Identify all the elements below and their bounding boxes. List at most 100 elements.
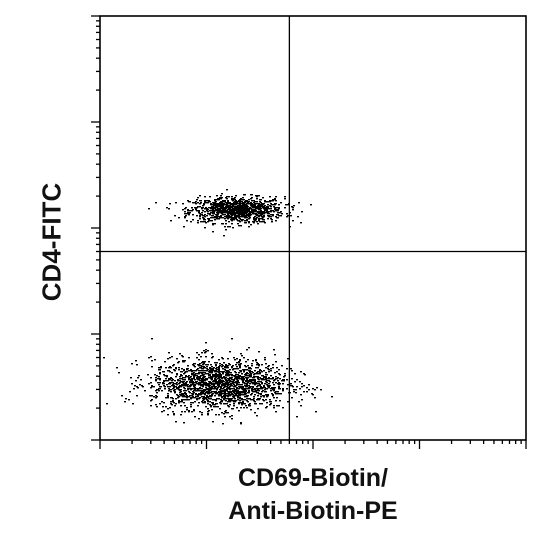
data-point bbox=[291, 370, 293, 372]
data-point bbox=[243, 407, 245, 409]
data-point bbox=[211, 220, 213, 222]
data-point bbox=[269, 378, 271, 380]
data-point bbox=[237, 213, 239, 215]
data-point bbox=[254, 412, 256, 414]
data-point bbox=[192, 219, 194, 221]
data-point bbox=[278, 207, 280, 209]
data-point bbox=[297, 216, 299, 218]
data-point bbox=[177, 380, 179, 382]
data-point bbox=[246, 201, 248, 203]
data-point bbox=[241, 387, 243, 389]
data-point bbox=[161, 401, 163, 403]
data-point bbox=[308, 384, 310, 386]
data-point bbox=[225, 395, 227, 397]
data-point bbox=[275, 210, 277, 212]
data-point bbox=[223, 201, 225, 203]
data-point bbox=[191, 395, 193, 397]
data-point bbox=[155, 377, 157, 379]
data-point bbox=[249, 383, 251, 385]
data-point bbox=[124, 401, 126, 403]
data-point bbox=[278, 384, 280, 386]
data-point bbox=[172, 382, 174, 384]
data-point bbox=[205, 370, 207, 372]
data-point bbox=[232, 394, 234, 396]
data-point bbox=[238, 382, 240, 384]
data-point bbox=[262, 217, 264, 219]
data-point bbox=[212, 215, 214, 217]
data-point bbox=[205, 200, 207, 202]
data-point bbox=[255, 195, 257, 197]
data-point bbox=[202, 392, 204, 394]
data-point bbox=[188, 391, 190, 393]
data-point bbox=[253, 221, 255, 223]
data-point bbox=[228, 406, 230, 408]
data-point bbox=[264, 208, 266, 210]
data-point bbox=[213, 380, 215, 382]
data-point bbox=[261, 391, 263, 393]
data-point bbox=[215, 210, 217, 212]
data-point bbox=[155, 379, 157, 381]
data-point bbox=[192, 397, 194, 399]
data-point bbox=[217, 375, 219, 377]
data-point bbox=[165, 406, 167, 408]
data-point bbox=[234, 386, 236, 388]
data-point bbox=[198, 398, 200, 400]
data-point bbox=[167, 414, 169, 416]
data-point bbox=[251, 390, 253, 392]
data-point bbox=[224, 394, 226, 396]
data-point bbox=[244, 215, 246, 217]
data-point bbox=[260, 212, 262, 214]
data-point bbox=[237, 216, 239, 218]
data-point bbox=[187, 212, 189, 214]
data-point bbox=[264, 209, 266, 211]
data-point bbox=[240, 209, 242, 211]
data-point bbox=[241, 213, 243, 215]
data-point bbox=[186, 396, 188, 398]
data-point bbox=[228, 211, 230, 213]
data-point bbox=[252, 213, 254, 215]
data-point bbox=[237, 397, 239, 399]
data-point bbox=[144, 390, 146, 392]
data-point bbox=[227, 226, 229, 228]
data-point bbox=[192, 373, 194, 375]
data-point bbox=[227, 215, 229, 217]
data-point bbox=[154, 359, 156, 361]
data-point bbox=[218, 395, 220, 397]
data-point bbox=[133, 388, 135, 390]
data-point bbox=[221, 357, 223, 359]
data-point bbox=[219, 206, 221, 208]
data-point bbox=[167, 393, 169, 395]
data-point bbox=[231, 400, 233, 402]
data-point bbox=[304, 374, 306, 376]
data-point bbox=[235, 377, 237, 379]
data-point bbox=[202, 207, 204, 209]
data-point bbox=[202, 400, 204, 402]
data-point bbox=[291, 206, 293, 208]
data-point bbox=[209, 387, 211, 389]
data-point bbox=[189, 388, 191, 390]
data-point bbox=[204, 390, 206, 392]
data-point bbox=[249, 376, 251, 378]
data-point bbox=[207, 373, 209, 375]
data-point bbox=[211, 386, 213, 388]
data-point bbox=[215, 362, 217, 364]
data-point bbox=[184, 392, 186, 394]
data-point bbox=[232, 365, 234, 367]
data-point bbox=[237, 380, 239, 382]
data-point bbox=[192, 394, 194, 396]
data-point bbox=[240, 394, 242, 396]
data-point bbox=[220, 375, 222, 377]
data-point bbox=[221, 412, 223, 414]
data-point bbox=[202, 384, 204, 386]
data-point bbox=[233, 209, 235, 211]
data-point bbox=[175, 398, 177, 400]
data-point bbox=[257, 223, 259, 225]
data-point bbox=[237, 376, 239, 378]
data-point bbox=[263, 219, 265, 221]
data-point bbox=[243, 403, 245, 405]
data-point bbox=[195, 393, 197, 395]
data-point bbox=[221, 223, 223, 225]
data-point bbox=[162, 406, 164, 408]
data-point bbox=[148, 357, 150, 359]
data-point bbox=[217, 367, 219, 369]
